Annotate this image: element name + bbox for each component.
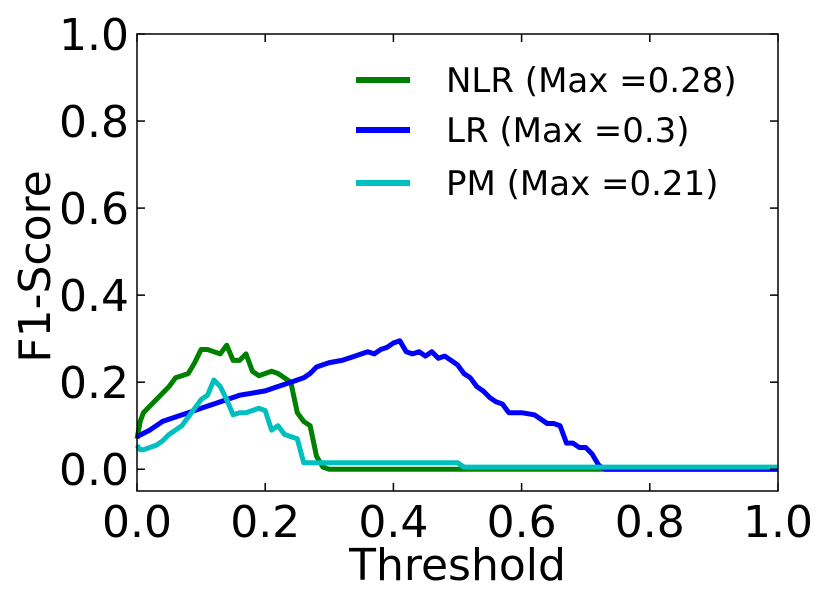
- legend-label-nlr: NLR (Max =0.28): [446, 61, 737, 101]
- y-tick-label: 0.4: [59, 271, 129, 322]
- y-tick-label: 0.0: [59, 445, 129, 496]
- legend-label-pm: PM (Max =0.21): [446, 164, 718, 204]
- x-tick-label: 0.8: [615, 497, 685, 548]
- y-tick-label: 0.6: [59, 184, 129, 235]
- legend: NLR (Max =0.28) LR (Max =0.3) PM (Max =0…: [356, 61, 737, 204]
- ticks-layer: 0.0 0.2 0.4 0.6 0.8 1.0 0.0 0.2 0.4 0.6 0.8 1.0: [59, 10, 813, 548]
- x-tick-label: 1.0: [743, 497, 813, 548]
- y-axis-label: F1-Score: [10, 170, 61, 362]
- series-layer: [134, 338, 778, 472]
- series-line-pm: [134, 377, 778, 470]
- legend-label-lr: LR (Max =0.3): [446, 111, 690, 151]
- x-tick-label: 0.2: [230, 497, 300, 548]
- y-tick-label: 0.2: [59, 358, 129, 409]
- x-axis-label: Threshold: [348, 540, 566, 591]
- y-tick-label: 0.8: [59, 97, 129, 148]
- series-line-nlr: [134, 342, 778, 472]
- x-tick-label: 0.6: [487, 497, 557, 548]
- y-tick-label: 1.0: [59, 10, 129, 61]
- x-tick-label: 0.0: [102, 497, 172, 548]
- plot-area-frame: [136, 33, 779, 492]
- series-line-lr: [135, 338, 778, 472]
- x-tick-label: 0.4: [358, 497, 428, 548]
